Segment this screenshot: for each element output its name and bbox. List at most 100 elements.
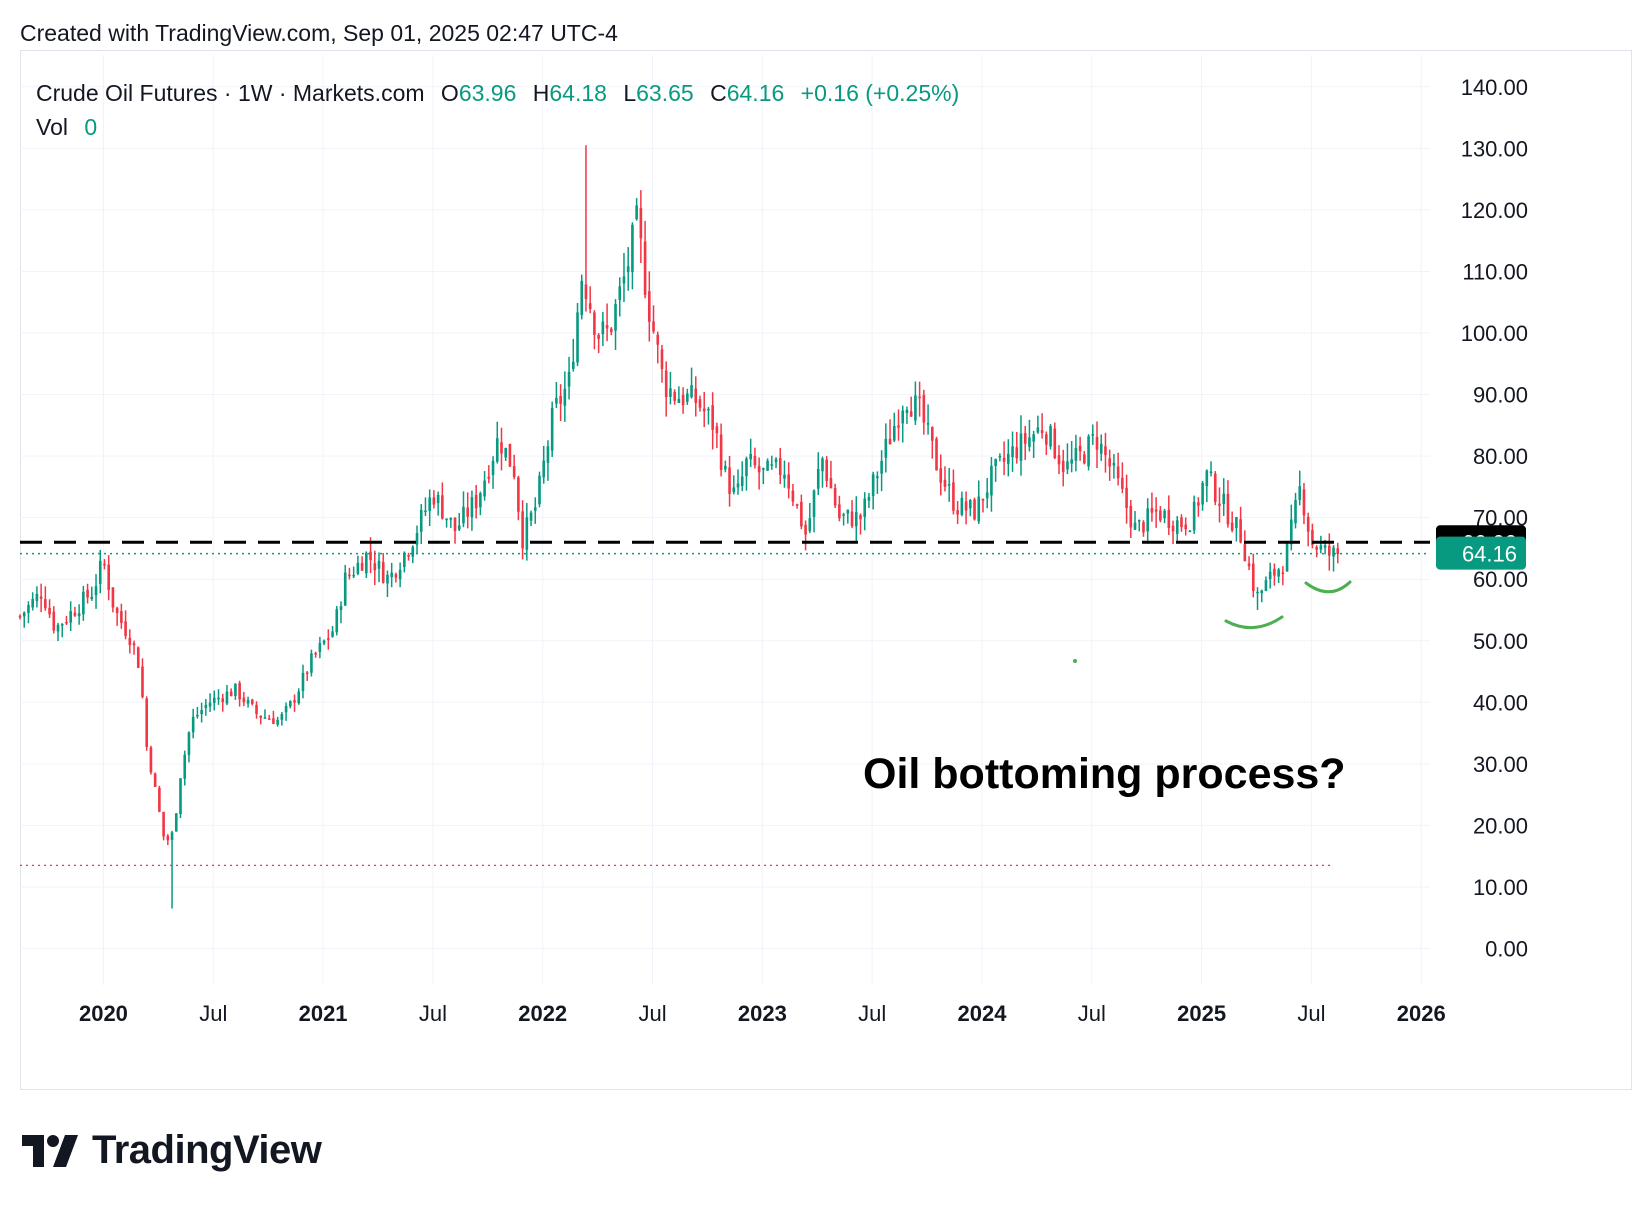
candle-body — [1184, 524, 1188, 530]
candle-body — [964, 501, 968, 511]
candle-body — [1053, 428, 1057, 459]
candle — [774, 457, 778, 469]
candle — [115, 606, 119, 626]
candle — [272, 710, 275, 725]
candle — [365, 551, 368, 578]
candle-body — [449, 517, 453, 520]
candle-body — [1078, 445, 1082, 452]
candle — [1256, 587, 1259, 610]
candle — [521, 500, 524, 560]
candle — [1251, 553, 1255, 598]
candle-body — [18, 615, 22, 618]
candle — [859, 513, 862, 535]
candle-body — [1235, 516, 1238, 528]
candle — [65, 615, 68, 626]
candle-body — [360, 563, 364, 571]
tradingview-logo[interactable]: TradingView — [22, 1128, 322, 1173]
candle-body — [39, 596, 43, 599]
price-tick-label: 0.00 — [1485, 937, 1528, 962]
candle-body — [314, 653, 317, 655]
candle — [1137, 519, 1141, 532]
candle-body — [1192, 501, 1196, 531]
price-tick-label: 40.00 — [1473, 690, 1528, 715]
legend-close-label: C — [710, 80, 727, 106]
candle-body — [643, 241, 647, 295]
candle-body — [191, 716, 195, 733]
candle — [854, 496, 858, 541]
candle — [757, 457, 761, 490]
candle-body — [179, 778, 182, 815]
candle — [398, 562, 402, 588]
candle — [1087, 434, 1090, 471]
last-price-badge — [1436, 536, 1526, 570]
price-tick-label: 90.00 — [1473, 383, 1528, 408]
candle — [876, 471, 879, 494]
legend-close: 64.16 — [726, 80, 785, 106]
candle-body — [1294, 499, 1297, 524]
candle-body — [1328, 545, 1331, 556]
candle — [1074, 434, 1078, 472]
candle — [428, 489, 431, 526]
candle-body — [470, 497, 474, 518]
candle — [18, 614, 22, 620]
candle-body — [1175, 520, 1179, 534]
candle — [124, 610, 127, 640]
candle — [432, 490, 436, 509]
candle — [567, 356, 571, 400]
candle — [470, 490, 474, 531]
candle — [483, 471, 486, 501]
candle-body — [377, 560, 381, 569]
candle-body — [888, 438, 892, 445]
candle-body — [1036, 427, 1040, 433]
candle-body — [812, 490, 816, 517]
candle-body — [1099, 443, 1103, 454]
candle-body — [1040, 430, 1044, 434]
candle — [267, 714, 271, 720]
candle-body — [428, 497, 431, 512]
candle-body — [825, 459, 829, 482]
candle-body — [487, 476, 491, 479]
candle-body — [250, 699, 254, 704]
candle — [816, 452, 820, 496]
candle-body — [968, 500, 972, 509]
candle-body — [749, 453, 752, 460]
candle — [635, 198, 638, 221]
candle-body — [1226, 493, 1230, 525]
candle-body — [1285, 543, 1289, 572]
candle — [453, 517, 457, 544]
candle — [246, 696, 250, 708]
candle-body — [542, 460, 546, 478]
candle-body — [770, 464, 774, 466]
candle — [103, 559, 106, 570]
candle — [892, 412, 896, 443]
candle-body — [567, 371, 571, 387]
candle-body — [1087, 436, 1090, 467]
candle-body — [884, 438, 888, 458]
candle-body — [1298, 486, 1302, 500]
candle-body — [901, 410, 905, 424]
candle-body — [1243, 544, 1247, 562]
candle-body — [1015, 447, 1019, 459]
candle-body — [453, 517, 457, 532]
candle-body — [778, 457, 782, 476]
candle-body — [529, 512, 533, 521]
legend-change: +0.16 (+0.25%) — [800, 80, 960, 106]
candle — [1218, 487, 1221, 523]
candle — [1281, 566, 1285, 586]
candle — [643, 220, 647, 299]
candle — [952, 469, 955, 515]
candle-body — [1133, 522, 1137, 530]
candle-body — [305, 672, 309, 674]
candle — [525, 502, 529, 561]
candle-body — [48, 607, 51, 615]
candle — [1209, 461, 1213, 477]
candle — [605, 303, 609, 342]
price-tick-label: 110.00 — [1462, 259, 1528, 284]
candle — [373, 550, 377, 586]
candle — [618, 277, 622, 317]
chart-frame[interactable] — [20, 50, 1632, 1090]
candle-body — [897, 425, 900, 428]
candle — [1057, 445, 1061, 475]
candle-body — [555, 397, 558, 404]
